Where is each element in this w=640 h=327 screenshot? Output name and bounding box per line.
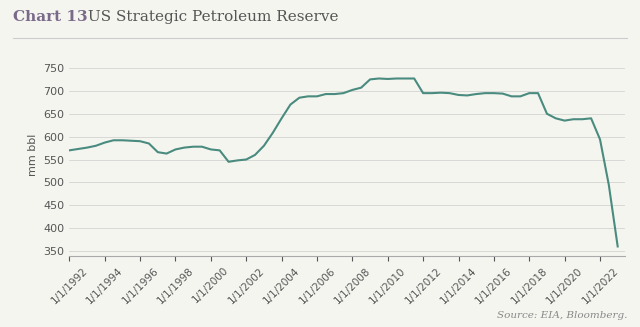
Text: Source: EIA, Bloomberg.: Source: EIA, Bloomberg. bbox=[497, 311, 627, 320]
Y-axis label: mm bbl: mm bbl bbox=[28, 134, 38, 176]
Text: Chart 13: Chart 13 bbox=[13, 10, 88, 24]
Text: US Strategic Petroleum Reserve: US Strategic Petroleum Reserve bbox=[83, 10, 339, 24]
